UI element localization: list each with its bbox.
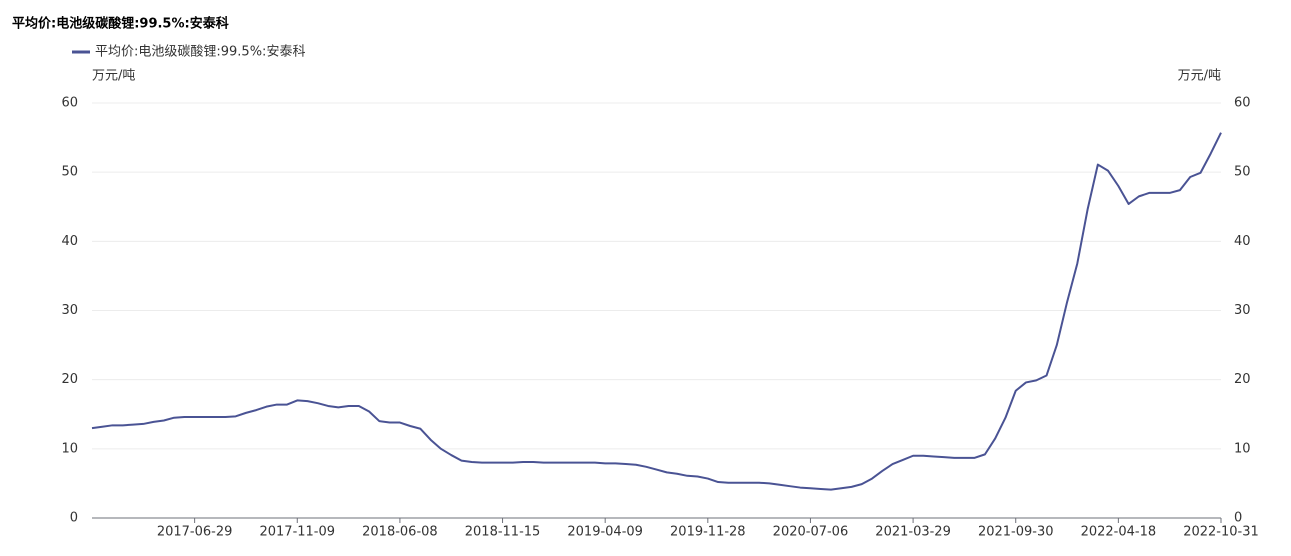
y2-tick-label: 10 — [1234, 441, 1251, 456]
y-tick-label: 20 — [61, 372, 78, 387]
y2-axis-label: 万元/吨 — [1178, 69, 1221, 84]
x-tick-label: 2019-11-28 — [670, 525, 746, 540]
x-tick-label: 2018-06-08 — [362, 525, 438, 540]
x-tick-label: 2017-06-29 — [157, 525, 233, 540]
y-tick-label: 60 — [61, 96, 78, 111]
y2-tick-label: 60 — [1234, 96, 1251, 111]
y2-tick-label: 50 — [1234, 165, 1251, 180]
y-tick-label: 50 — [61, 165, 78, 180]
x-tick-label: 2022-04-18 — [1081, 525, 1157, 540]
y-tick-label: 40 — [61, 234, 78, 249]
x-tick-label: 2018-11-15 — [465, 525, 541, 540]
x-tick-label: 2021-03-29 — [875, 525, 951, 540]
y-tick-label: 0 — [70, 511, 78, 526]
x-tick-label: 2022-10-31 — [1183, 525, 1259, 540]
y2-tick-label: 40 — [1234, 234, 1251, 249]
x-tick-label: 2017-11-09 — [259, 525, 335, 540]
chart-title: 平均价:电池级碳酸锂:99.5%:安泰科 — [12, 16, 229, 32]
y2-tick-label: 30 — [1234, 303, 1251, 318]
legend-label: 平均价:电池级碳酸锂:99.5%:安泰科 — [95, 45, 305, 60]
y-axis-label: 万元/吨 — [92, 69, 135, 84]
y2-tick-label: 20 — [1234, 372, 1251, 387]
line-series — [91, 132, 1222, 491]
x-tick-label: 2019-04-09 — [567, 525, 643, 540]
y-tick-label: 30 — [61, 303, 78, 318]
y-tick-label: 10 — [61, 441, 78, 456]
x-tick-label: 2021-09-30 — [978, 525, 1054, 540]
y2-tick-label: 0 — [1234, 511, 1242, 526]
x-tick-label: 2020-07-06 — [773, 525, 849, 540]
